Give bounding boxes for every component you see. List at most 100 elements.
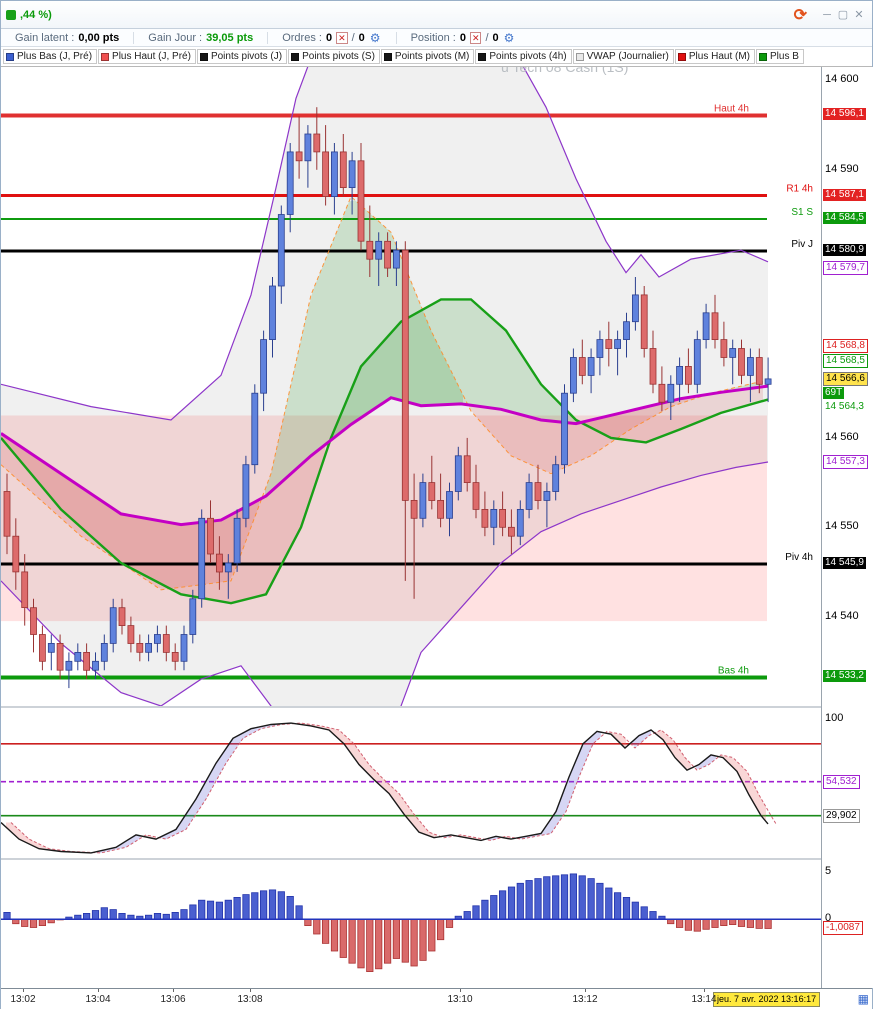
position-label: Position :	[410, 31, 456, 44]
legend-item-label: Points pivots (J)	[210, 51, 283, 62]
legend-item[interactable]: Points pivots (4h)	[475, 49, 572, 64]
candle	[614, 339, 621, 349]
orders-label: Ordres :	[282, 31, 322, 44]
panel-separator[interactable]	[1, 858, 873, 860]
price-axis-label: 14 587,1	[823, 189, 866, 201]
histogram-bar	[366, 918, 374, 972]
candle	[153, 634, 161, 644]
legend-item-label: Plus Haut (J, Pré)	[112, 51, 191, 62]
price-axis-label: 14 590	[825, 163, 859, 175]
histogram-bar	[578, 875, 586, 920]
legend-item[interactable]: Plus B	[756, 49, 804, 64]
candle	[667, 383, 675, 403]
price-axis-label: 14 596,1	[823, 108, 866, 120]
osc-axis-label: 100	[825, 712, 844, 724]
legend-color-swatch	[199, 52, 208, 61]
close-position-icon[interactable]: ✕	[469, 31, 482, 44]
time-tick-label: 13:12	[572, 994, 598, 1005]
candle	[578, 357, 586, 376]
candle	[277, 214, 285, 287]
histogram-bar	[684, 918, 693, 931]
candle	[330, 151, 338, 198]
position-settings-gear-icon[interactable]: ⚙	[503, 30, 515, 45]
position-count-2: 0	[492, 31, 499, 44]
histogram-bar	[118, 913, 126, 920]
price-axis-label: 69T	[823, 387, 845, 399]
histogram-bar	[516, 882, 524, 920]
histogram-bar	[746, 918, 755, 928]
histogram-bar	[286, 896, 294, 920]
panel-grid-icon[interactable]: ▦	[857, 992, 869, 1006]
legend-item[interactable]: Plus Bas (J, Pré)	[3, 49, 98, 64]
candle	[109, 607, 117, 644]
histogram-bar	[596, 882, 604, 920]
legend-item[interactable]: Plus Haut (J, Pré)	[98, 49, 196, 64]
gain-latent-label: Gain latent :	[15, 31, 75, 44]
price-axis-label: 14 584,5	[823, 212, 866, 224]
price-axis[interactable]: 14 600 14 596,1 14 590 14 587,1 14 584,5 14 5…	[821, 67, 873, 988]
histogram-bar	[171, 912, 179, 920]
candle	[676, 365, 683, 385]
panel-separator[interactable]	[1, 706, 873, 708]
histogram-bar	[463, 911, 471, 920]
close-button[interactable]: ✕	[854, 9, 864, 21]
candle	[685, 365, 692, 385]
candle	[401, 249, 409, 501]
hline-label: Haut 4h	[714, 103, 749, 114]
histogram-bar	[507, 886, 516, 920]
histogram-bar	[737, 918, 746, 927]
stochastic-panel[interactable]	[1, 708, 821, 858]
price-chart-panel[interactable]: Haut 4h R1 4h S1 S Piv J Piv 4h Bas 4h	[1, 67, 821, 706]
histogram-bar	[711, 918, 719, 928]
candle	[304, 133, 312, 162]
legend-item[interactable]: Points pivots (S)	[288, 49, 380, 64]
minimize-button[interactable]: ─	[823, 8, 831, 21]
orders-settings-gear-icon[interactable]: ⚙	[369, 30, 381, 45]
candle	[570, 357, 577, 394]
maximize-button[interactable]: ▢	[837, 9, 849, 21]
candle	[516, 508, 524, 537]
time-tickmark	[23, 989, 24, 992]
candle	[747, 357, 754, 376]
osc-axis-label: 29,902	[823, 809, 860, 823]
legend-item-label: Points pivots (M)	[394, 51, 470, 62]
cancel-orders-icon[interactable]: ✕	[336, 31, 348, 44]
candle	[410, 499, 418, 519]
legend-item[interactable]: Points pivots (J)	[196, 49, 288, 64]
legend-color-swatch	[759, 52, 768, 61]
histogram-bar	[702, 918, 710, 930]
legend-color-swatch	[6, 52, 14, 61]
gain-jour-value: 39,05 pts	[206, 31, 254, 44]
legend-item-label: Points pivots (S)	[302, 51, 375, 62]
refresh-icon[interactable]: ⟳	[793, 6, 807, 24]
legend-item[interactable]: VWAP (Journalier)	[572, 49, 674, 64]
histogram-bar	[277, 891, 285, 920]
price-axis-label: 14 550	[825, 520, 859, 532]
candle	[755, 357, 763, 385]
histogram-bar	[605, 887, 613, 920]
price-axis-label: 14 533,2	[823, 670, 866, 682]
candle	[720, 339, 728, 358]
histogram-bar	[640, 906, 648, 920]
histogram-bar	[436, 918, 445, 941]
legend-item[interactable]: Points pivots (M)	[380, 49, 475, 64]
candle	[313, 133, 321, 153]
histogram-bar	[560, 874, 569, 920]
histogram-bar	[693, 918, 701, 932]
candle	[207, 517, 214, 555]
time-tickmark	[98, 989, 99, 992]
price-axis-label: 14 568,5	[823, 354, 868, 368]
legend-item[interactable]: Plus Haut (M)	[674, 49, 756, 64]
histogram-bar	[91, 910, 100, 920]
histogram-bar	[100, 907, 108, 920]
legend-color-swatch	[291, 52, 300, 61]
histogram-panel[interactable]	[1, 860, 821, 988]
histogram-bar	[153, 913, 162, 920]
histogram-bar	[29, 918, 38, 928]
legend-item-label: Points pivots (4h)	[489, 51, 567, 62]
histogram-bar	[401, 918, 409, 963]
histogram-bar	[428, 918, 436, 952]
candle	[658, 383, 666, 403]
histogram-bar	[295, 905, 303, 920]
gain-latent-group: Gain latent : 0,00 pts	[1, 32, 133, 44]
